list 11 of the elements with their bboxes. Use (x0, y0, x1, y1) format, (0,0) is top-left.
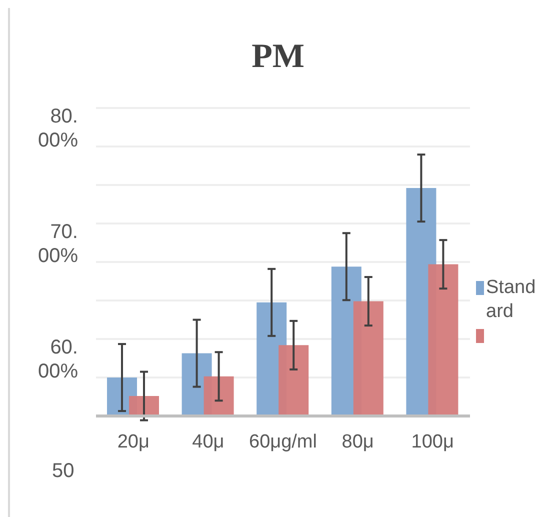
x-tick-label: 20μ (117, 431, 150, 452)
x-tick-label: 100μ (411, 431, 454, 452)
y-tick-label: 80.00% (38, 105, 78, 152)
x-tick-label: 60μg/ml (249, 431, 317, 452)
legend-label: Standard (486, 276, 537, 324)
chart-title: PM (250, 38, 306, 76)
y-tick-label: 60.00% (38, 336, 78, 383)
x-tick-label: 80μ (342, 431, 374, 452)
x-tick-label: 40μ (192, 431, 224, 452)
text: 50 (52, 460, 74, 482)
y-tick-label: 70.00% (38, 221, 78, 267)
